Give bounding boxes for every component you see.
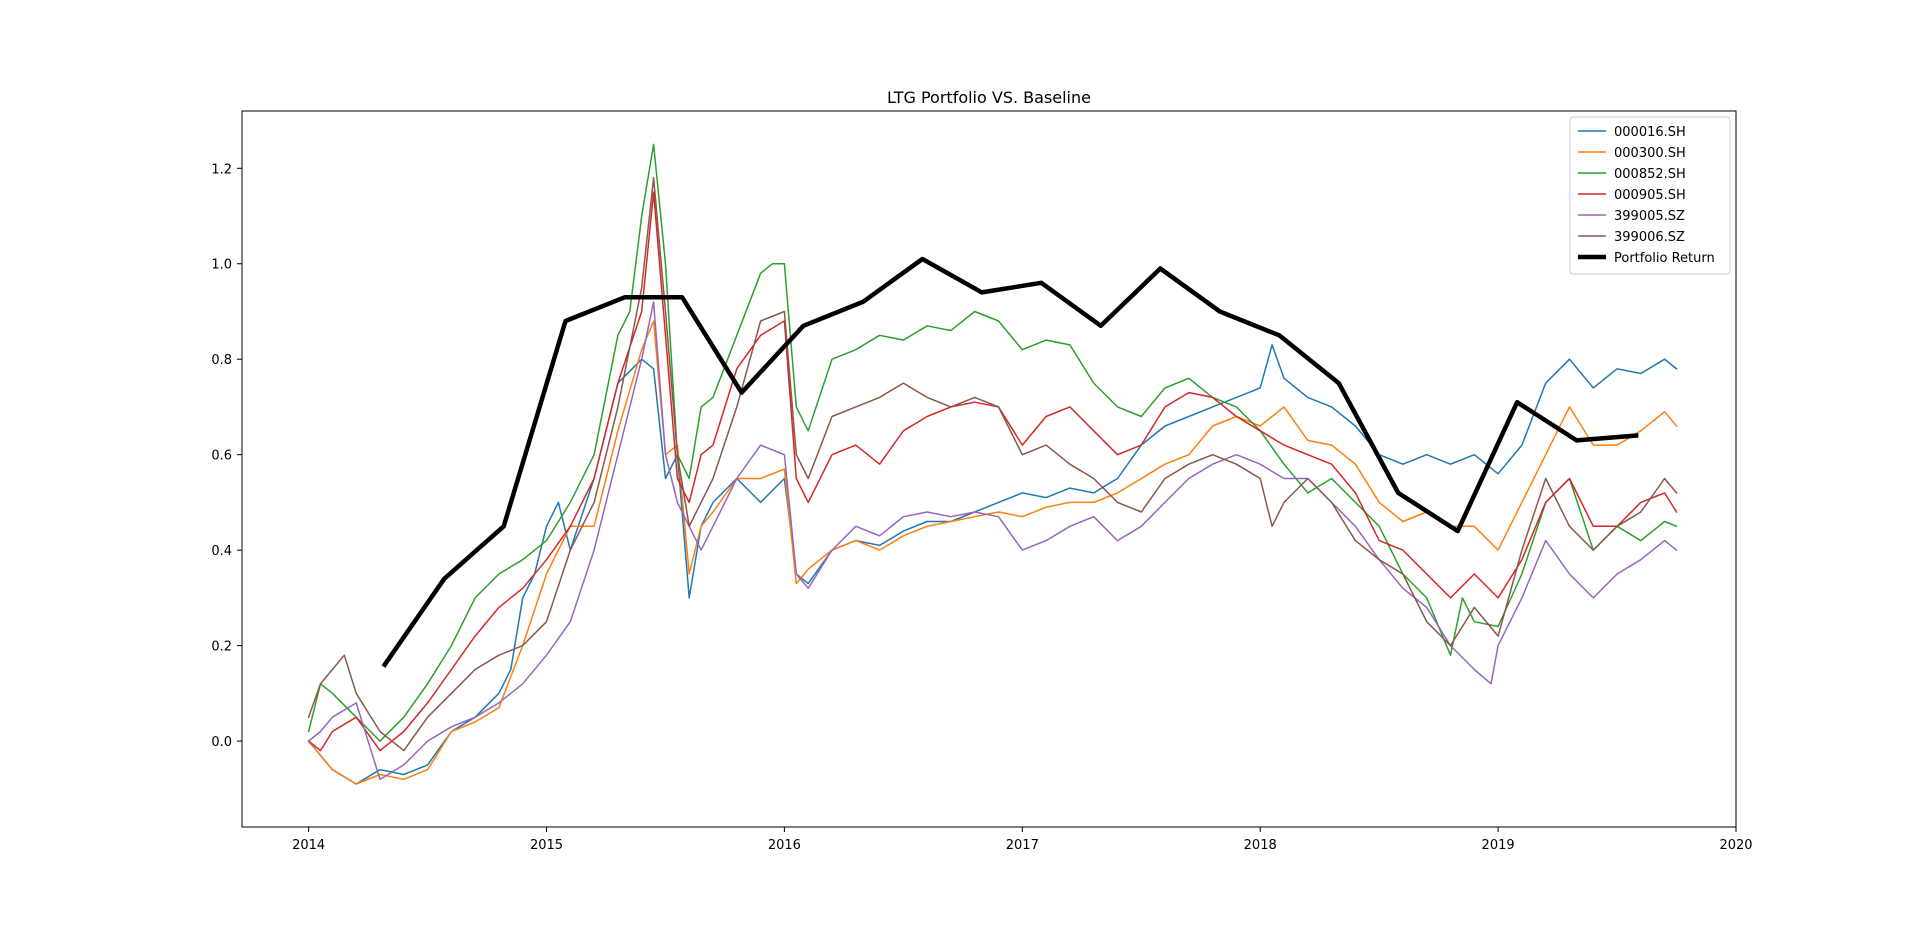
legend: 000016.SH 000300.SH 000852.SH 000905.SH 3990… — [1569, 116, 1731, 275]
series-line-000905-sh — [307, 191, 1678, 752]
series-line-399006-sz — [307, 177, 1678, 752]
series-layer — [307, 143, 1678, 785]
legend-label: 000016.SH — [1614, 125, 1686, 140]
x-tick-label: 2020 — [1719, 838, 1752, 853]
x-tick-label: 2017 — [1006, 838, 1039, 853]
plot-frame — [241, 110, 1737, 828]
legend-label: 000905.SH — [1614, 188, 1686, 203]
chart-title: LTG Portfolio VS. Baseline — [887, 88, 1091, 107]
x-tick-label: 2018 — [1244, 838, 1277, 853]
x-tick-label: 2015 — [530, 838, 563, 853]
y-tick-label: 0.8 — [211, 353, 232, 368]
y-tick-label: 0.4 — [211, 544, 232, 559]
legend-label: 399006.SZ — [1614, 230, 1685, 245]
series-line-portfolio-return — [381, 256, 1639, 668]
y-tick-label: 0.2 — [211, 640, 232, 655]
y-tick-label: 0.0 — [211, 735, 232, 750]
series-line-000300-sh — [307, 320, 1678, 785]
y-tick-label: 0.6 — [211, 449, 232, 464]
series-line-000852-sh — [307, 143, 1678, 742]
y-tick-label: 1.0 — [211, 258, 232, 273]
legend-label: Portfolio Return — [1614, 251, 1715, 266]
legend-box — [1569, 116, 1731, 275]
series-line-399005-sz — [307, 301, 1678, 781]
x-tick-label: 2019 — [1482, 838, 1515, 853]
x-tick-label: 2014 — [292, 838, 325, 853]
legend-label: 000300.SH — [1614, 146, 1686, 161]
y-axis: 0.0 0.2 0.4 0.6 0.8 1.0 1.2 — [211, 162, 242, 750]
x-axis: 2014 2015 2016 2017 2018 2019 2020 — [292, 827, 1753, 853]
x-tick-label: 2016 — [768, 838, 801, 853]
y-tick-label: 1.2 — [211, 162, 232, 177]
legend-label: 399005.SZ — [1614, 209, 1685, 224]
legend-label: 000852.SH — [1614, 167, 1686, 182]
